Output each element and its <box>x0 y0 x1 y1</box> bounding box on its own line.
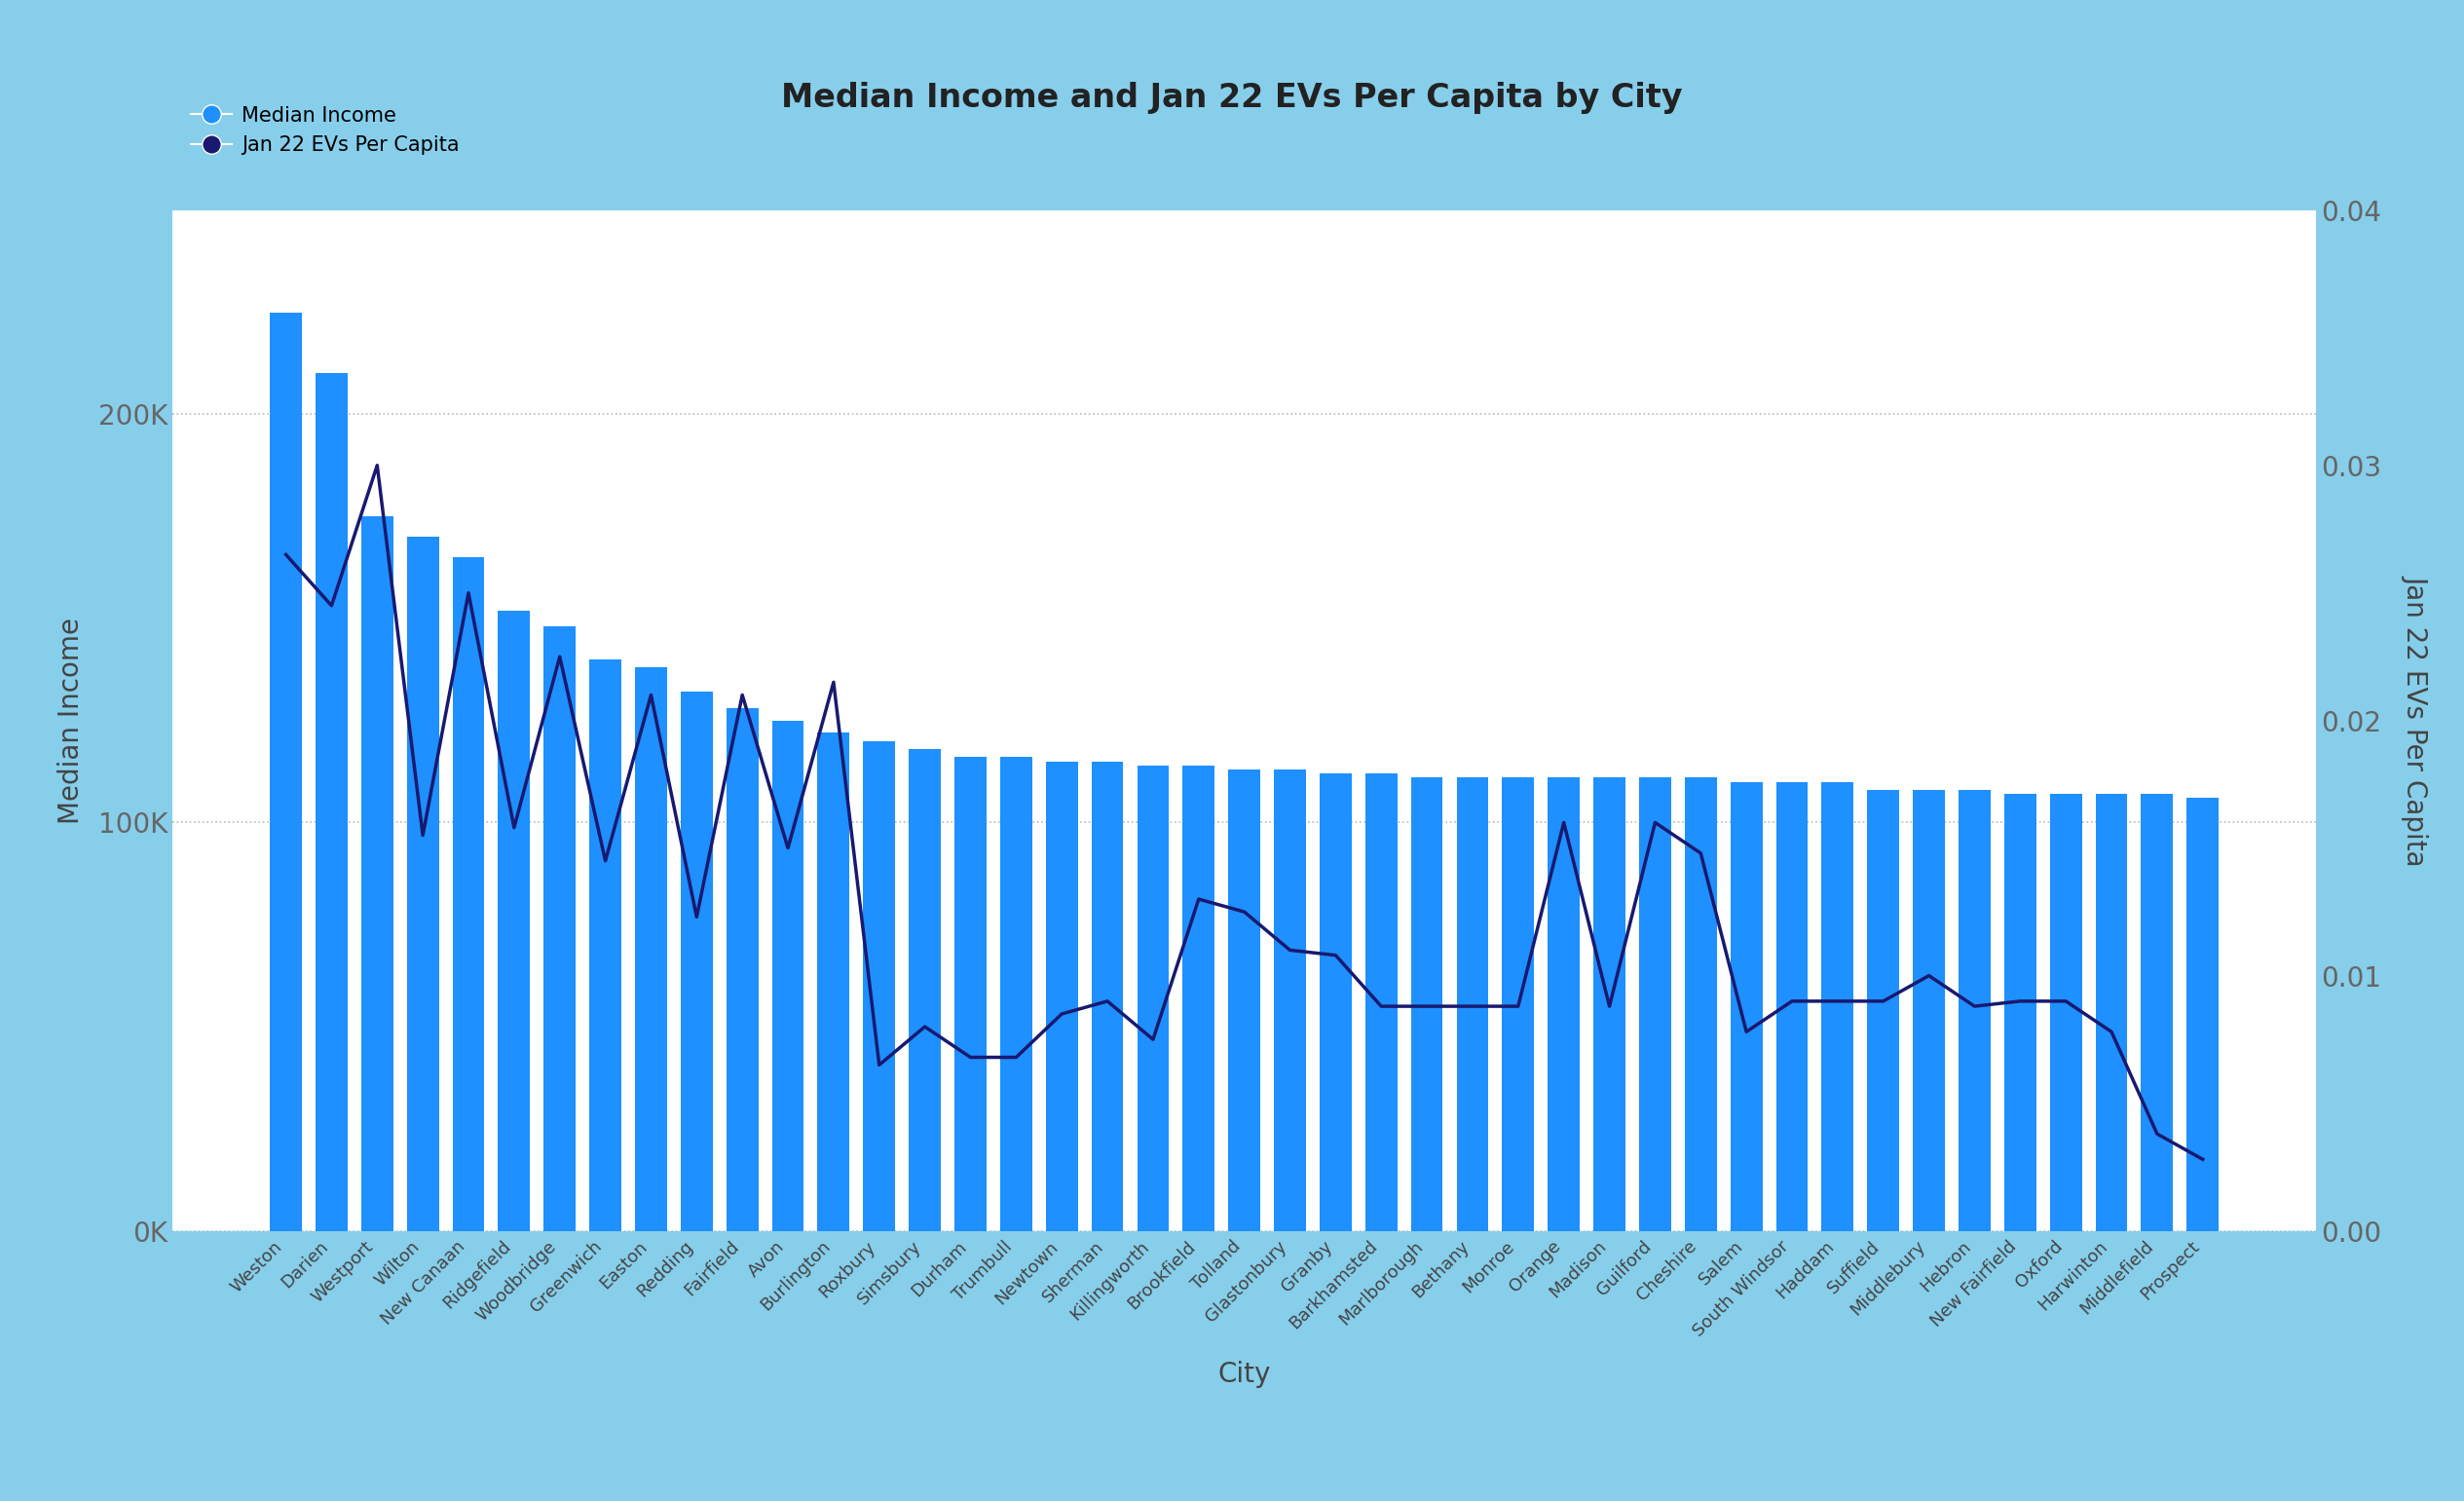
Bar <box>1456 778 1488 1231</box>
Bar <box>1777 782 1809 1231</box>
Bar <box>271 312 303 1231</box>
Bar <box>680 692 712 1231</box>
Bar <box>2141 794 2173 1231</box>
Y-axis label: Median Income: Median Income <box>57 617 84 824</box>
Bar <box>954 757 986 1231</box>
Bar <box>2050 794 2082 1231</box>
Bar <box>862 741 894 1231</box>
Bar <box>1000 757 1032 1231</box>
Bar <box>1365 773 1397 1231</box>
Y-axis label: Jan 22 EVs Per Capita: Jan 22 EVs Per Capita <box>2402 575 2430 866</box>
Bar <box>545 626 577 1231</box>
Bar <box>1136 766 1168 1231</box>
Bar <box>636 668 668 1231</box>
Bar <box>1730 782 1762 1231</box>
Bar <box>1503 778 1535 1231</box>
Bar <box>2186 799 2218 1231</box>
Bar <box>1685 778 1717 1231</box>
Bar <box>1045 761 1077 1231</box>
Bar <box>1821 782 1853 1231</box>
Bar <box>1183 766 1215 1231</box>
Bar <box>407 537 439 1231</box>
X-axis label: City: City <box>1217 1360 1271 1388</box>
Bar <box>1092 761 1124 1231</box>
Bar <box>1868 790 1900 1231</box>
Bar <box>589 659 621 1231</box>
Bar <box>1274 770 1306 1231</box>
Bar <box>453 557 485 1231</box>
Legend: Median Income, Jan 22 EVs Per Capita: Median Income, Jan 22 EVs Per Capita <box>182 98 468 164</box>
Bar <box>1959 790 1991 1231</box>
Bar <box>909 749 941 1231</box>
Bar <box>1547 778 1579 1231</box>
Bar <box>1412 778 1444 1231</box>
Bar <box>1594 778 1626 1231</box>
Bar <box>1230 770 1259 1231</box>
Text: Median Income and Jan 22 EVs Per Capita by City: Median Income and Jan 22 EVs Per Capita … <box>781 81 1683 114</box>
Bar <box>362 516 394 1231</box>
Bar <box>1912 790 1944 1231</box>
Bar <box>315 374 347 1231</box>
Bar <box>1639 778 1671 1231</box>
Bar <box>2003 794 2035 1231</box>
Bar <box>2094 794 2126 1231</box>
Bar <box>1321 773 1353 1231</box>
Bar <box>727 708 759 1231</box>
Bar <box>771 720 803 1231</box>
Bar <box>818 732 850 1231</box>
Bar <box>498 611 530 1231</box>
